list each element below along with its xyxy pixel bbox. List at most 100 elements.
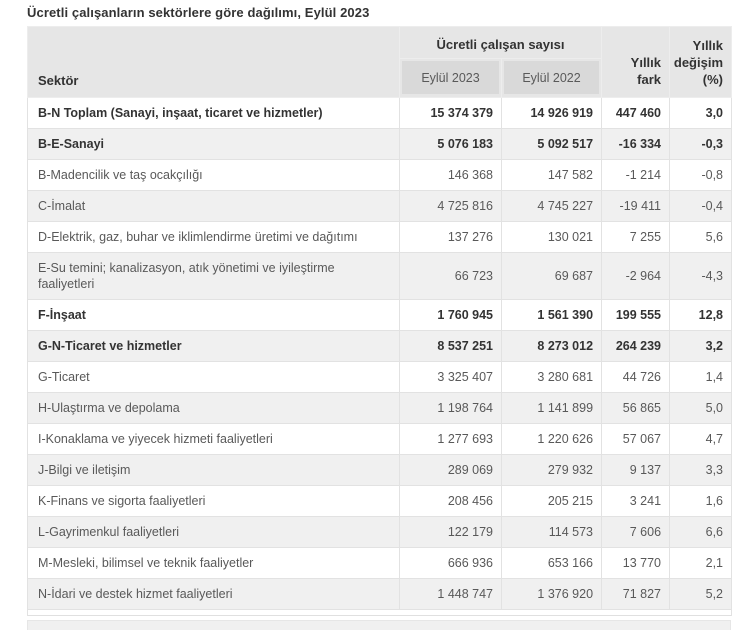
eylul-2022-value-cell: 1 376 920 [500, 578, 603, 610]
eylul-2022-value-cell: 653 166 [500, 547, 603, 579]
sector-cell: I-Konaklama ve yiyecek hizmeti faaliyetl… [27, 423, 400, 455]
eylul-2022-value-cell: 14 926 919 [500, 97, 603, 129]
annual-change-pct-cell: -0,4 [669, 190, 733, 222]
eylul-2023-value-cell: 289 069 [399, 454, 502, 486]
annual-change-pct-cell: 3,3 [669, 454, 733, 486]
eylul-2022-value-cell: 4 745 227 [500, 190, 603, 222]
annual-change-pct-cell: 1,6 [669, 485, 733, 517]
eylul-2022-value-cell: 5 092 517 [500, 128, 603, 160]
annual-diff-cell: 199 555 [601, 299, 671, 331]
annual-diff-cell: 56 865 [601, 392, 671, 424]
annual-diff-cell: 57 067 [601, 423, 671, 455]
column-header-eylul-2022: Eylül 2022 [500, 58, 603, 98]
sector-cell: C-İmalat [27, 190, 400, 222]
column-header-annual-diff: Yıllık fark [601, 26, 671, 98]
table-row: B-N Toplam (Sanayi, inşaat, ticaret ve h… [27, 97, 733, 129]
table-row: G-N-Ticaret ve hizmetler 8 537 251 8 273 0… [27, 330, 733, 362]
annual-diff-cell: -16 334 [601, 128, 671, 160]
sector-cell: B-E-Sanayi [27, 128, 400, 160]
eylul-2022-value-cell: 1 220 626 [500, 423, 603, 455]
table-row: E-Su temini; kanalizasyon, atık yönetimi… [27, 252, 733, 300]
annual-change-pct-cell: 3,2 [669, 330, 733, 362]
eylul-2023-value-cell: 5 076 183 [399, 128, 502, 160]
annual-change-pct-cell: -4,3 [669, 252, 733, 300]
eylul-2023-value-cell: 122 179 [399, 516, 502, 548]
eylul-2023-value-cell: 208 456 [399, 485, 502, 517]
annual-change-pct-cell: 5,2 [669, 578, 733, 610]
annual-change-pct-cell: 6,6 [669, 516, 733, 548]
eylul-2023-value-cell: 3 325 407 [399, 361, 502, 393]
table-row: M-Mesleki, bilimsel ve teknik faaliyetle… [27, 547, 733, 579]
table-row: D-Elektrik, gaz, buhar ve iklimlendirme … [27, 221, 733, 253]
annual-change-pct-cell: 4,7 [669, 423, 733, 455]
annual-diff-cell: 9 137 [601, 454, 671, 486]
table-row: I-Konaklama ve yiyecek hizmeti faaliyetl… [27, 423, 733, 455]
sector-cell: B-Madencilik ve taş ocakçılığı [27, 159, 400, 191]
column-header-sector: Sektör [27, 26, 400, 98]
table-body: B-N Toplam (Sanayi, inşaat, ticaret ve h… [26, 97, 733, 616]
eylul-2023-value-cell: 4 725 816 [399, 190, 502, 222]
eylul-2023-value-cell: 137 276 [399, 221, 502, 253]
sector-cell: K-Finans ve sigorta faaliyetleri [27, 485, 400, 517]
annual-change-pct-cell: 2,1 [669, 547, 733, 579]
eylul-2022-value-cell: 1 561 390 [500, 299, 603, 331]
annual-change-pct-cell: 12,8 [669, 299, 733, 331]
eylul-2022-value-cell: 1 141 899 [500, 392, 603, 424]
table-row: B-E-Sanayi 5 076 183 5 092 517 -16 334 -0,3 [27, 128, 733, 160]
eylul-2022-value-cell: 147 582 [500, 159, 603, 191]
annual-diff-cell: -19 411 [601, 190, 671, 222]
table-row: N-İdari ve destek hizmet faaliyetleri 1 4… [27, 578, 733, 610]
column-header-eylul-2023: Eylül 2023 [399, 58, 502, 98]
annual-diff-cell: -1 214 [601, 159, 671, 191]
sector-cell: D-Elektrik, gaz, buhar ve iklimlendirme … [27, 221, 400, 253]
eylul-2023-value-cell: 1 760 945 [399, 299, 502, 331]
annual-change-pct-cell: -0,3 [669, 128, 733, 160]
cutoff-row-sliver [27, 620, 731, 630]
annual-diff-cell: 7 255 [601, 221, 671, 253]
annual-diff-cell: 71 827 [601, 578, 671, 610]
page: Ücretli çalışanların sektörlere göre dağ… [26, 4, 733, 630]
eylul-2023-label: Eylül 2023 [402, 61, 499, 94]
cutoff-partial-row [26, 609, 733, 616]
eylul-2023-value-cell: 146 368 [399, 159, 502, 191]
annual-change-pct-cell: -0,8 [669, 159, 733, 191]
eylul-2023-value-cell: 1 198 764 [399, 392, 502, 424]
eylul-2023-value-cell: 1 448 747 [399, 578, 502, 610]
table-header: Sektör Ücretli çalışan sayısı Yıllık far… [27, 26, 733, 98]
annual-diff-cell: -2 964 [601, 252, 671, 300]
annual-diff-cell: 13 770 [601, 547, 671, 579]
sector-cell: B-N Toplam (Sanayi, inşaat, ticaret ve h… [27, 97, 400, 129]
column-header-annual-change-pct: Yıllık değişim (%) [669, 26, 733, 98]
annual-change-pct-cell: 5,0 [669, 392, 733, 424]
table-row: J-Bilgi ve iletişim 289 069 279 932 9 137 3,… [27, 454, 733, 486]
sector-cell: F-İnşaat [27, 299, 400, 331]
sector-cell: M-Mesleki, bilimsel ve teknik faaliyetle… [27, 547, 400, 579]
table-row: B-Madencilik ve taş ocakçılığı 146 368 147… [27, 159, 733, 191]
eylul-2022-label: Eylül 2022 [504, 61, 600, 94]
sector-cell: J-Bilgi ve iletişim [27, 454, 400, 486]
table-row: F-İnşaat 1 760 945 1 561 390 199 555 12,8 [27, 299, 733, 331]
eylul-2022-value-cell: 279 932 [500, 454, 603, 486]
sector-cell: N-İdari ve destek hizmet faaliyetleri [27, 578, 400, 610]
eylul-2022-value-cell: 8 273 012 [500, 330, 603, 362]
annual-diff-cell: 3 241 [601, 485, 671, 517]
eylul-2023-value-cell: 1 277 693 [399, 423, 502, 455]
eylul-2023-value-cell: 8 537 251 [399, 330, 502, 362]
sector-cell: E-Su temini; kanalizasyon, atık yönetimi… [27, 252, 400, 300]
column-group-header-employee-count: Ücretli çalışan sayısı [398, 26, 603, 59]
eylul-2022-value-cell: 114 573 [500, 516, 603, 548]
annual-diff-cell: 447 460 [601, 97, 671, 129]
annual-change-pct-cell: 1,4 [669, 361, 733, 393]
eylul-2023-value-cell: 666 936 [399, 547, 502, 579]
eylul-2022-value-cell: 69 687 [500, 252, 603, 300]
annual-diff-cell: 264 239 [601, 330, 671, 362]
sector-cell: G-N-Ticaret ve hizmetler [27, 330, 400, 362]
table-row: H-Ulaştırma ve depolama 1 198 764 1 141 89… [27, 392, 733, 424]
annual-change-pct-cell: 5,6 [669, 221, 733, 253]
table-row: K-Finans ve sigorta faaliyetleri 208 456 2… [27, 485, 733, 517]
page-title: Ücretli çalışanların sektörlere göre dağ… [27, 5, 370, 20]
sector-distribution-table: Sektör Ücretli çalışan sayısı Yıllık far… [26, 26, 733, 616]
annual-diff-cell: 7 606 [601, 516, 671, 548]
eylul-2022-value-cell: 130 021 [500, 221, 603, 253]
sector-cell: H-Ulaştırma ve depolama [27, 392, 400, 424]
